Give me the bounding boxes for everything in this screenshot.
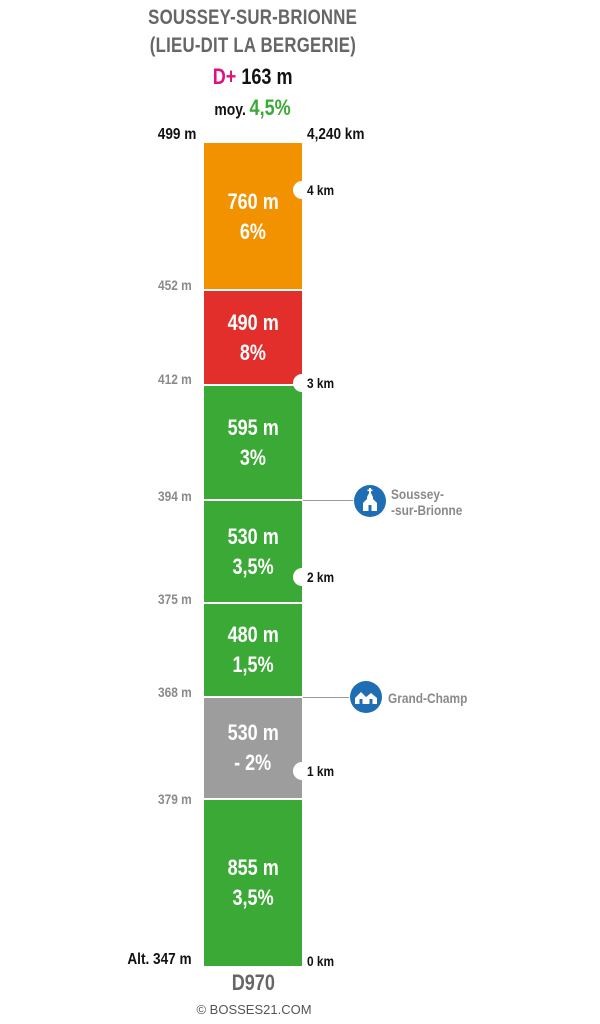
place-label-soussey: Soussey- -sur-Brionne bbox=[391, 486, 463, 518]
km-marker: 4 km bbox=[307, 182, 335, 198]
segment-length: 760 m bbox=[227, 188, 279, 214]
segment-divider bbox=[204, 602, 302, 604]
elevation-gain: D+ 163 m bbox=[0, 64, 506, 90]
road-name: D970 bbox=[231, 970, 275, 995]
altitude-label: 375 m bbox=[158, 591, 192, 607]
segment-2: 490 m 8% bbox=[204, 290, 302, 385]
altitude-label: 412 m bbox=[158, 371, 192, 387]
avg-value: 4,5% bbox=[250, 95, 292, 120]
place-label-grand-champ: Grand-Champ bbox=[388, 690, 468, 706]
km-notch bbox=[293, 181, 311, 199]
segment-grade: 3,5% bbox=[232, 553, 274, 579]
segment-grade: - 2% bbox=[234, 750, 272, 775]
segment-grade: 3% bbox=[239, 444, 267, 470]
segment-divider bbox=[204, 384, 302, 386]
segment-length: 530 m bbox=[227, 720, 279, 745]
segment-1: 760 m 6% bbox=[204, 143, 302, 290]
dplus-label: D+ bbox=[213, 64, 237, 89]
segment-divider bbox=[204, 798, 302, 800]
segment-length: 530 m bbox=[227, 523, 279, 549]
segment-6: 530 m - 2% bbox=[204, 697, 302, 799]
km-marker: 1 km bbox=[307, 763, 335, 779]
segment-grade: 6% bbox=[239, 218, 267, 244]
km-notch bbox=[293, 374, 311, 392]
km-marker: 0 km bbox=[307, 953, 335, 969]
segment-7: 855 m 3,5% bbox=[204, 799, 302, 966]
dplus-value: 163 m bbox=[241, 64, 293, 89]
altitude-label: 452 m bbox=[158, 277, 192, 293]
km-notch bbox=[293, 762, 311, 780]
segment-grade: 3,5% bbox=[232, 884, 274, 910]
place-leader-line bbox=[303, 697, 349, 698]
altitude-label: 394 m bbox=[158, 488, 192, 504]
segment-grade: 1,5% bbox=[232, 652, 274, 677]
church-icon bbox=[354, 485, 386, 517]
title-line-1: SOUSSEY-SUR-BRIONNE bbox=[148, 6, 358, 29]
top-distance: 4,240 km bbox=[307, 126, 365, 143]
altitude-label: 368 m bbox=[158, 684, 192, 700]
segment-length: 595 m bbox=[227, 414, 279, 440]
segment-grade: 8% bbox=[239, 339, 267, 365]
segment-length: 480 m bbox=[227, 622, 279, 647]
segment-5: 480 m 1,5% bbox=[204, 603, 302, 697]
base-altitude-label: Alt. 347 m bbox=[127, 951, 192, 968]
km-marker: 3 km bbox=[307, 375, 335, 391]
km-notch bbox=[293, 568, 311, 586]
segment-divider bbox=[204, 499, 302, 501]
segment-4: 530 m 3,5% bbox=[204, 500, 302, 603]
credit: © BOSSES21.COM bbox=[196, 1002, 312, 1017]
segment-divider bbox=[204, 289, 302, 291]
altitude-label: 379 m bbox=[158, 791, 192, 807]
title-line-2: (LIEU-DIT LA BERGERIE) bbox=[149, 34, 357, 57]
segment-length: 855 m bbox=[227, 854, 279, 880]
segment-divider bbox=[204, 696, 302, 698]
place-leader-line bbox=[303, 500, 353, 501]
km-marker: 2 km bbox=[307, 569, 335, 585]
segment-length: 490 m bbox=[227, 309, 279, 335]
average-grade: moy. 4,5% bbox=[0, 95, 506, 121]
houses-icon bbox=[350, 681, 382, 713]
segment-3: 595 m 3% bbox=[204, 385, 302, 500]
avg-label: moy. bbox=[214, 100, 247, 119]
top-altitude: 499 m bbox=[157, 126, 196, 143]
